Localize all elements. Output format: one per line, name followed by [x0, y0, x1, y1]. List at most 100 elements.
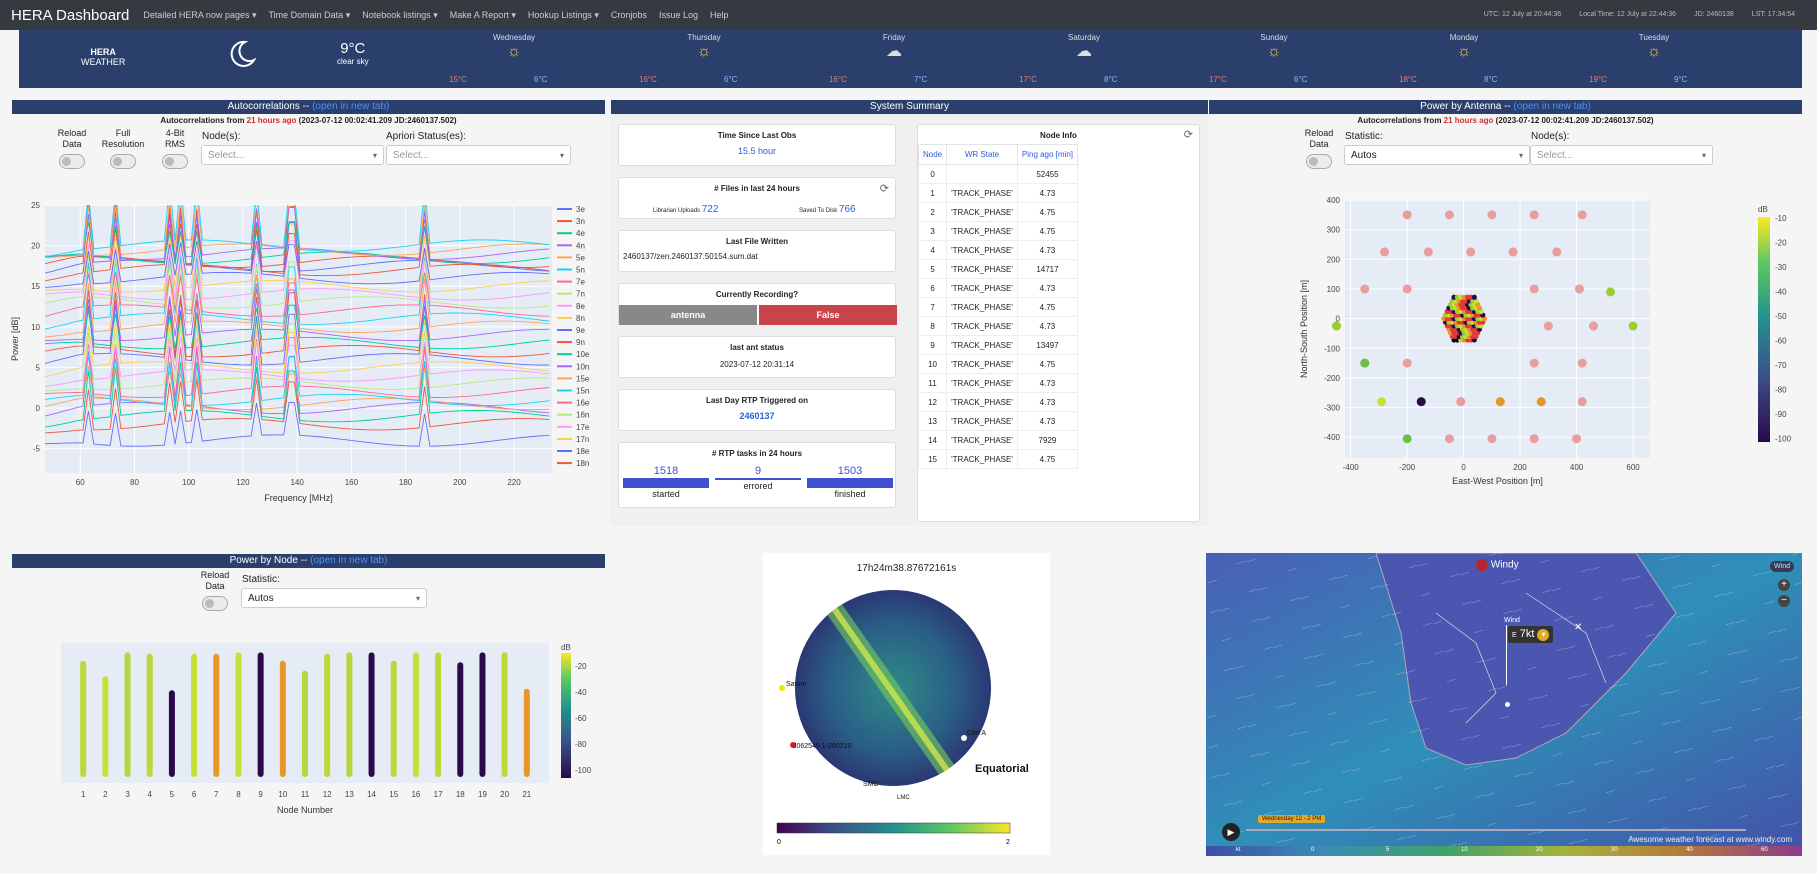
node-power-column[interactable] [523, 688, 530, 777]
legend-item[interactable]: 15n [576, 387, 589, 396]
legend-item[interactable]: 18n [576, 459, 589, 468]
legend-item[interactable]: 10e [576, 350, 590, 359]
antenna-marker[interactable] [1402, 284, 1412, 294]
legend-item[interactable]: 17e [576, 423, 590, 432]
node-power-column[interactable] [146, 653, 153, 777]
four-bit-rms-toggle[interactable]: 4-Bit RMS [155, 128, 195, 169]
antenna-marker[interactable] [1577, 358, 1587, 368]
antenna-marker[interactable] [1572, 434, 1582, 444]
refresh-icon[interactable]: ⟳ [1183, 129, 1193, 141]
antenna-marker[interactable] [1377, 397, 1387, 407]
timeline-slider[interactable] [1246, 829, 1746, 831]
legend-item[interactable]: 7n [576, 290, 585, 299]
antenna-reload-switch[interactable] [1306, 154, 1332, 169]
core-antenna-marker[interactable] [1471, 294, 1477, 300]
nav-time-domain[interactable]: Time Domain Data ▾ [268, 9, 351, 20]
node-power-column[interactable] [479, 652, 486, 777]
legend-item[interactable]: 7e [576, 278, 585, 287]
legend-item[interactable]: 18e [576, 447, 590, 456]
antenna-marker[interactable] [1380, 247, 1390, 257]
node-power-column[interactable] [168, 690, 175, 777]
node-power-column[interactable] [191, 653, 198, 777]
legend-item[interactable]: 8n [576, 314, 585, 323]
close-icon[interactable]: ✕ [1574, 622, 1583, 633]
nav-help[interactable]: Help [709, 10, 729, 20]
antenna-marker[interactable] [1332, 321, 1342, 331]
antenna-node-select[interactable]: Select... ▾ [1530, 145, 1713, 165]
antenna-marker[interactable] [1360, 284, 1370, 294]
antenna-marker[interactable] [1543, 321, 1553, 331]
antenna-marker[interactable] [1416, 397, 1426, 407]
sky-map[interactable]: Saturn Cen A J062549.1-260210 SMC LMC Eq… [763, 553, 1050, 855]
antenna-marker[interactable] [1466, 247, 1476, 257]
autocorr-open-link[interactable]: (open in new tab) [312, 101, 390, 112]
power-antenna-open-link[interactable]: (open in new tab) [1513, 101, 1591, 112]
nav-make-report[interactable]: Make A Report ▾ [449, 9, 516, 20]
node-power-column[interactable] [346, 652, 353, 777]
legend-item[interactable]: 5n [576, 266, 585, 275]
chevron-down-icon[interactable]: ▾ [1537, 629, 1550, 641]
legend-item[interactable]: 8e [576, 302, 585, 311]
wind-layer-badge[interactable]: Wind [1770, 561, 1794, 572]
antenna-marker[interactable] [1577, 210, 1587, 220]
nav-notebook-listings[interactable]: Notebook listings ▾ [362, 9, 438, 20]
antenna-marker[interactable] [1444, 210, 1454, 220]
legend-item[interactable]: 9n [576, 338, 585, 347]
antenna-marker[interactable] [1529, 434, 1539, 444]
apriori-select[interactable]: Select... ▾ [386, 145, 571, 165]
legend-item[interactable]: 9e [576, 326, 585, 335]
node-power-column[interactable] [501, 652, 508, 777]
nav-hookup-listings[interactable]: Hookup Listings ▾ [527, 9, 599, 20]
play-button[interactable]: ▶ [1222, 823, 1240, 841]
four-bit-rms-switch[interactable] [162, 154, 188, 169]
zoom-out-button[interactable]: − [1778, 595, 1790, 607]
nav-issue-log[interactable]: Issue Log [658, 10, 698, 20]
antenna-marker[interactable] [1552, 247, 1562, 257]
antenna-stat-select[interactable]: Autos ▾ [1344, 145, 1530, 165]
antenna-marker[interactable] [1529, 358, 1539, 368]
legend-item[interactable]: 3n [576, 217, 585, 226]
antenna-marker[interactable] [1589, 321, 1599, 331]
node-reload-switch[interactable] [202, 596, 228, 611]
brand-link[interactable]: HERA Dashboard [11, 6, 130, 24]
antenna-marker[interactable] [1605, 287, 1615, 297]
antenna-marker[interactable] [1402, 358, 1412, 368]
node-stat-select[interactable]: Autos ▾ [241, 588, 427, 608]
windy-footer[interactable]: Awesome weather forecast at www.windy.co… [1628, 835, 1792, 844]
legend-item[interactable]: 17n [576, 435, 589, 444]
antenna-marker[interactable] [1536, 397, 1546, 407]
legend-item[interactable]: 16n [576, 411, 589, 420]
node-power-column[interactable] [435, 652, 442, 777]
windy-map[interactable]: Windy Wind + − Wind E 7kt ▾ ✕ ▶ Wednesda… [1206, 553, 1802, 856]
antenna-marker[interactable] [1487, 210, 1497, 220]
node-power-column[interactable] [213, 653, 220, 777]
legend-item[interactable]: 15e [576, 374, 590, 383]
full-resolution-switch[interactable] [110, 154, 136, 169]
node-power-column[interactable] [302, 670, 308, 777]
reload-data-switch[interactable] [59, 154, 85, 169]
nav-detailed-pages[interactable]: Detailed HERA now pages ▾ [143, 9, 257, 20]
windy-logo[interactable]: Windy [1476, 559, 1519, 571]
node-power-column[interactable] [124, 652, 131, 777]
node-power-column[interactable] [457, 662, 464, 777]
legend-item[interactable]: 3e [576, 205, 585, 214]
antenna-marker[interactable] [1495, 397, 1505, 407]
antenna-marker[interactable] [1487, 434, 1497, 444]
node-power-column[interactable] [412, 652, 419, 777]
antenna-marker[interactable] [1529, 284, 1539, 294]
legend-item[interactable]: 16e [576, 399, 590, 408]
antenna-marker[interactable] [1628, 321, 1638, 331]
antenna-marker[interactable] [1508, 247, 1518, 257]
legend-item[interactable]: 4n [576, 241, 585, 250]
node-power-column[interactable] [80, 660, 87, 777]
antenna-marker[interactable] [1360, 358, 1370, 368]
antenna-marker[interactable] [1577, 397, 1587, 407]
zoom-in-button[interactable]: + [1778, 579, 1790, 591]
legend-item[interactable]: 4e [576, 229, 585, 238]
node-power-column[interactable] [257, 652, 264, 777]
full-resolution-toggle[interactable]: Full Resolution [100, 128, 146, 169]
antenna-marker[interactable] [1456, 397, 1466, 407]
nav-cronjobs[interactable]: Cronjobs [610, 10, 647, 20]
node-power-column[interactable] [390, 660, 397, 777]
